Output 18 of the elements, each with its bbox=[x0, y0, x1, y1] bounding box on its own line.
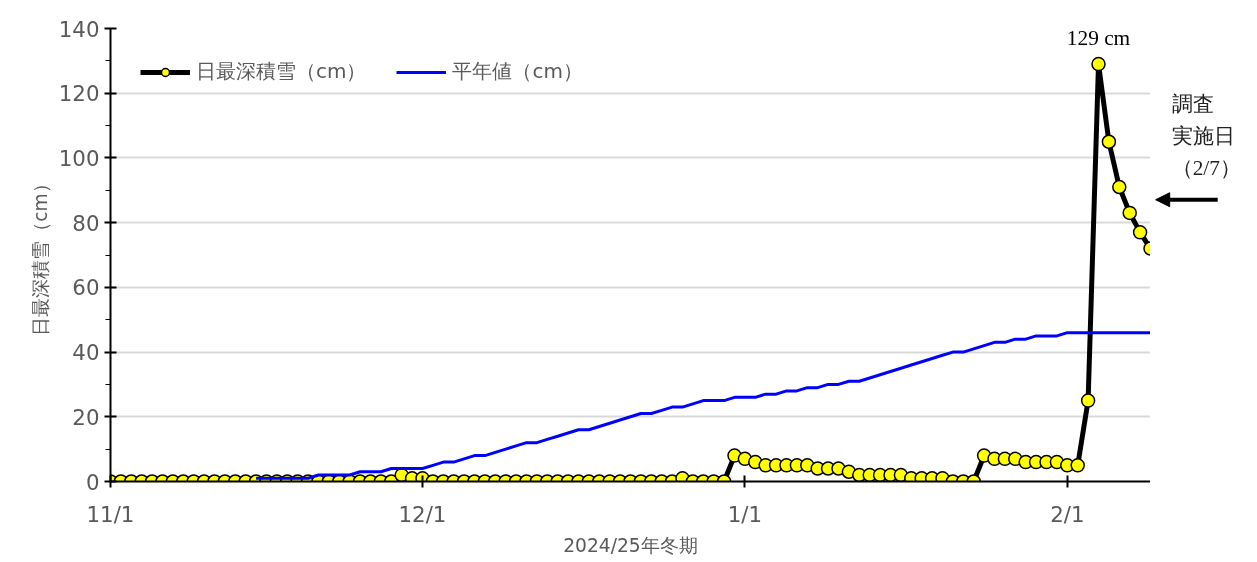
annotation: 129 cm bbox=[1066, 26, 1131, 51]
y-tick-label: 20 bbox=[72, 404, 100, 430]
x-tick-label: 2/1 bbox=[1050, 501, 1085, 527]
y-tick-label: 0 bbox=[85, 469, 100, 495]
y-tick-label: 40 bbox=[72, 340, 100, 366]
annotation: 調査実施日（2/7） bbox=[1171, 91, 1241, 181]
y-tick-label: 120 bbox=[58, 81, 100, 107]
y-tick-label: 80 bbox=[72, 210, 100, 236]
legend-label: 日最深積雪（cm） bbox=[196, 58, 367, 85]
y-tick-label: 140 bbox=[58, 16, 100, 42]
legend-label: 平年値（cm） bbox=[452, 58, 583, 85]
x-tick-label: 11/1 bbox=[86, 501, 135, 527]
x-axis-title: 2024/25年冬期 bbox=[563, 534, 698, 556]
y-axis-title: 日最深積雪（cm） bbox=[29, 174, 51, 336]
x-tick-label: 12/1 bbox=[398, 501, 447, 527]
y-tick-label: 60 bbox=[72, 275, 100, 301]
x-tick-label: 1/1 bbox=[727, 501, 763, 527]
y-tick-label: 100 bbox=[58, 145, 100, 171]
